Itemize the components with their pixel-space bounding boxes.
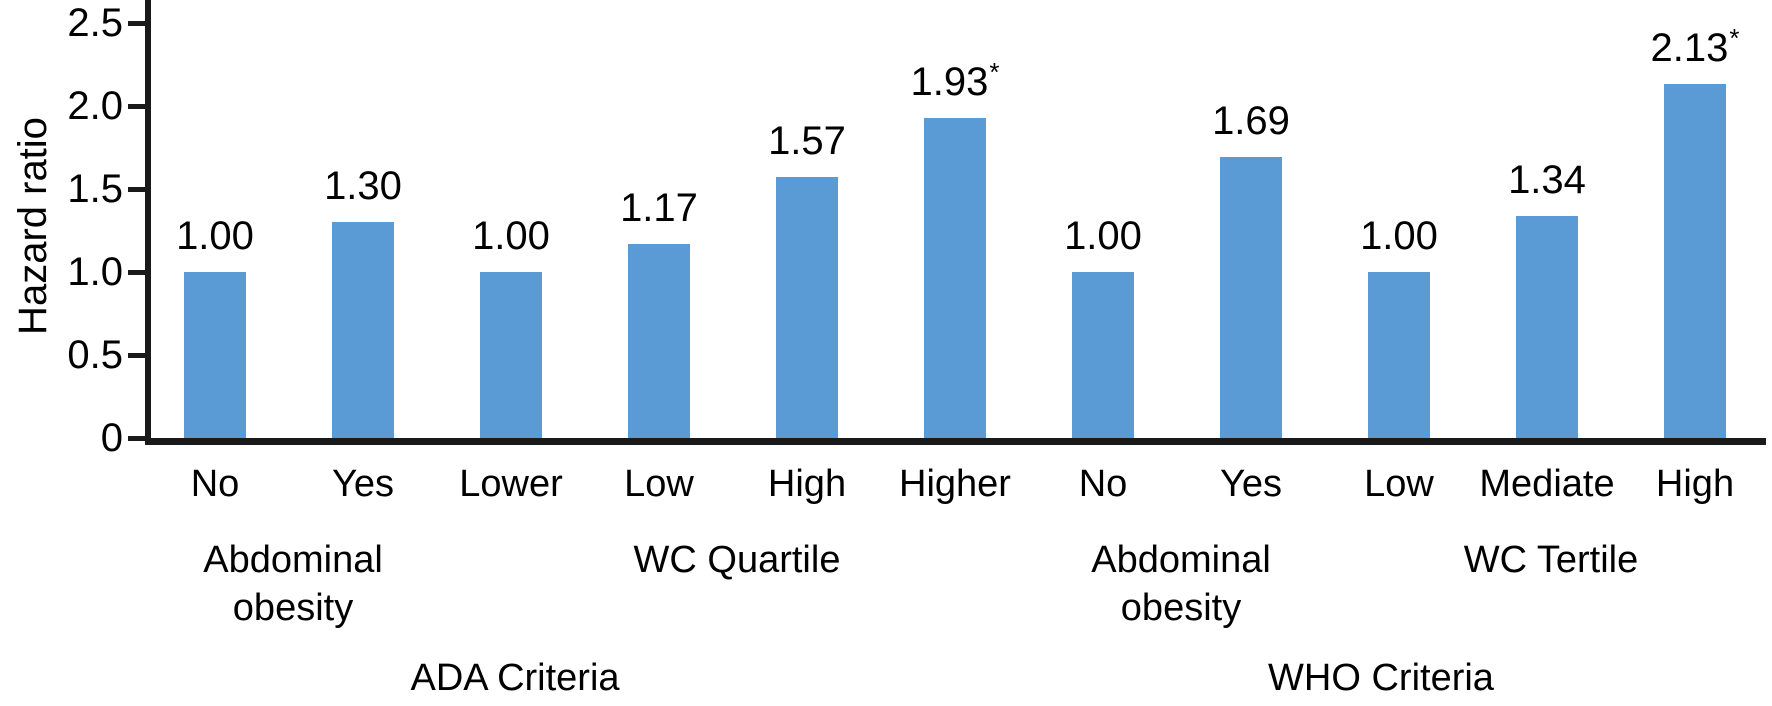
bar (1220, 157, 1282, 438)
bar-value-label: 1.34 (1508, 158, 1586, 202)
bar (480, 272, 542, 438)
bar (628, 244, 690, 438)
y-axis-tick (128, 353, 145, 358)
y-axis-tick (128, 270, 145, 275)
y-axis-tick (128, 104, 145, 109)
bar-value-label: 1.00 (176, 214, 254, 258)
y-tick-label: 0 (100, 416, 123, 460)
axis-group-label: Abdominal obesity (203, 539, 383, 629)
bar (776, 177, 838, 438)
category-label: No (1078, 463, 1128, 505)
x-axis-line (145, 438, 1766, 445)
y-tick-label: 2.0 (67, 84, 123, 128)
bar (1368, 272, 1430, 438)
bar (1072, 272, 1134, 438)
bar-value-label: 1.17 (620, 186, 698, 230)
significance-asterisk: * (1729, 23, 1740, 53)
bar-value-label: 1.00 (1360, 214, 1438, 258)
category-label: High (1655, 463, 1735, 505)
bar-value-label: 1.00 (1064, 214, 1142, 258)
bar-value-label: 1.57 (768, 119, 846, 163)
y-axis-tick (128, 187, 145, 192)
bar-value-label: 1.69 (1212, 99, 1290, 143)
axis-group-label: Abdominal obesity (1091, 539, 1271, 629)
category-label: Higher (899, 463, 1011, 505)
category-label: No (190, 463, 240, 505)
axis-group-label: WC Quartile (633, 539, 841, 581)
axis-criteria-label: ADA Criteria (410, 657, 620, 699)
axis-group-label: WC Tertile (1463, 539, 1639, 581)
bar (332, 222, 394, 438)
bar (184, 272, 246, 438)
y-tick-label: 2.5 (67, 1, 123, 45)
bar (1516, 216, 1578, 438)
axis-criteria-label: WHO Criteria (1268, 657, 1494, 699)
bar (1664, 84, 1726, 438)
category-label: Yes (1220, 463, 1282, 505)
y-axis-line (145, 0, 151, 445)
category-label: Yes (332, 463, 394, 505)
significance-asterisk: * (989, 57, 1000, 87)
bar-value-label: 1.00 (472, 214, 550, 258)
category-label: Low (1364, 463, 1434, 505)
category-label: High (767, 463, 847, 505)
y-tick-label: 0.5 (67, 333, 123, 377)
y-tick-label: 1.0 (67, 250, 123, 294)
bar-value-label: 2.13* (1650, 23, 1740, 70)
category-label: Low (624, 463, 694, 505)
category-label: Lower (459, 463, 563, 505)
y-tick-label: 1.5 (67, 167, 123, 211)
category-label: Mediate (1479, 463, 1615, 505)
bar-value-label: 1.30 (324, 164, 402, 208)
bar (924, 118, 986, 438)
y-axis-tick (128, 21, 145, 26)
bar-value-label: 1.93* (910, 57, 1000, 104)
y-axis-tick (128, 436, 145, 441)
